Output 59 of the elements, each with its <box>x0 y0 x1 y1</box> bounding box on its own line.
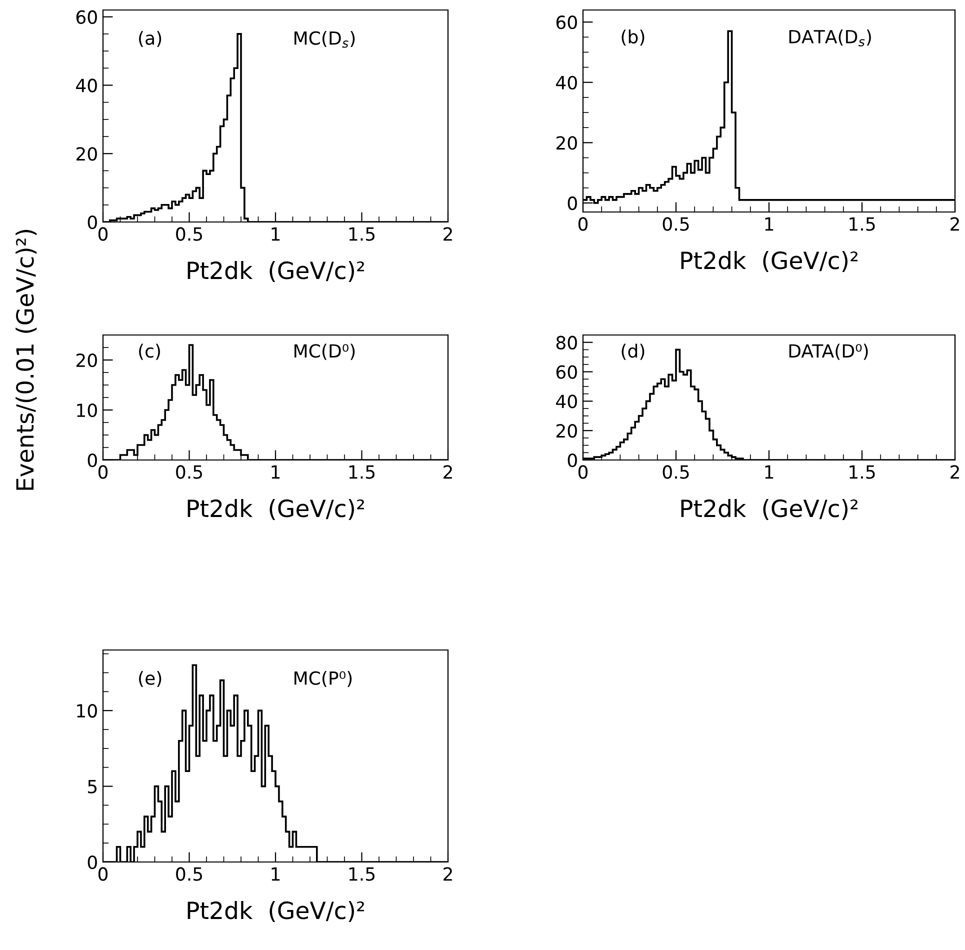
x-tick-label: 0 <box>98 465 108 479</box>
x-tick-label: 1.5 <box>349 867 375 881</box>
x-tick-label: 0.5 <box>662 465 689 479</box>
annotation: MC(P⁰) <box>294 670 352 688</box>
x-tick-label: 1.5 <box>349 465 375 479</box>
annotation: (b) <box>622 30 644 46</box>
y-tick-label: 60 <box>76 10 97 24</box>
x-tick-label: 1 <box>765 217 774 231</box>
annotation: (a) <box>139 30 162 48</box>
x-tick-label: 1.5 <box>850 465 875 479</box>
x-tick-label: 2 <box>444 465 452 479</box>
y-tick-label: 5 <box>88 780 97 794</box>
y-tick-label: 60 <box>556 365 577 379</box>
y-tick-label: 40 <box>76 78 97 92</box>
x-axis-title: Pt2dk (GeV/c)² <box>188 261 364 282</box>
x-tick-label: 2 <box>950 465 959 479</box>
x-axis-title: Pt2dk (GeV/c)² <box>681 499 858 520</box>
annotation: (c) <box>139 344 160 360</box>
y-axis-title: Events/(0.01 (GeV/c)²) <box>16 230 37 490</box>
x-axis-title: Pt2dk (GeV/c)² <box>681 251 858 272</box>
x-tick-label: 1 <box>272 465 280 479</box>
y-tick-label: 0 <box>88 855 97 870</box>
y-tick-label: 60 <box>556 16 577 30</box>
x-axis-title: Pt2dk (GeV/c)² <box>188 499 364 520</box>
x-tick-label: 1 <box>272 867 280 881</box>
x-tick-label: 2 <box>444 227 452 241</box>
x-tick-label: 1.5 <box>850 217 875 231</box>
x-tick-label: 0.5 <box>176 227 202 241</box>
y-tick-label: 20 <box>556 136 577 150</box>
y-tick-label: 20 <box>76 147 97 161</box>
annotation: (d) <box>622 344 644 360</box>
x-tick-label: 2 <box>444 867 452 881</box>
x-tick-label: 1 <box>272 227 280 241</box>
y-tick-label: 0 <box>88 453 97 468</box>
x-tick-label: 0.5 <box>176 867 202 881</box>
x-tick-label: 0 <box>578 465 588 479</box>
y-tick-label: 40 <box>556 76 577 90</box>
annotation: MC(D$_{s}$) <box>294 30 355 48</box>
x-tick-label: 0.5 <box>176 465 202 479</box>
annotation: (e) <box>139 670 162 688</box>
x-tick-label: 0.5 <box>662 217 689 231</box>
y-tick-label: 10 <box>77 704 97 718</box>
x-tick-label: 0 <box>98 867 108 881</box>
x-tick-label: 0 <box>98 227 108 241</box>
y-tick-label: 10 <box>77 403 97 418</box>
y-tick-label: 0 <box>568 453 577 468</box>
y-tick-label: 40 <box>556 394 577 408</box>
x-tick-label: 1 <box>765 465 774 479</box>
y-tick-label: 0 <box>568 196 577 210</box>
x-axis-title: Pt2dk (GeV/c)² <box>188 901 364 922</box>
annotation: MC(D⁰) <box>294 344 355 360</box>
y-tick-label: 80 <box>556 336 577 350</box>
y-tick-label: 20 <box>76 353 97 368</box>
y-tick-label: 20 <box>556 424 577 438</box>
annotation: DATA(D⁰) <box>789 344 868 360</box>
x-tick-label: 1.5 <box>349 227 375 241</box>
x-tick-label: 0 <box>578 217 588 231</box>
x-tick-label: 2 <box>950 217 959 231</box>
annotation: DATA(D$_{s}$) <box>789 30 871 46</box>
